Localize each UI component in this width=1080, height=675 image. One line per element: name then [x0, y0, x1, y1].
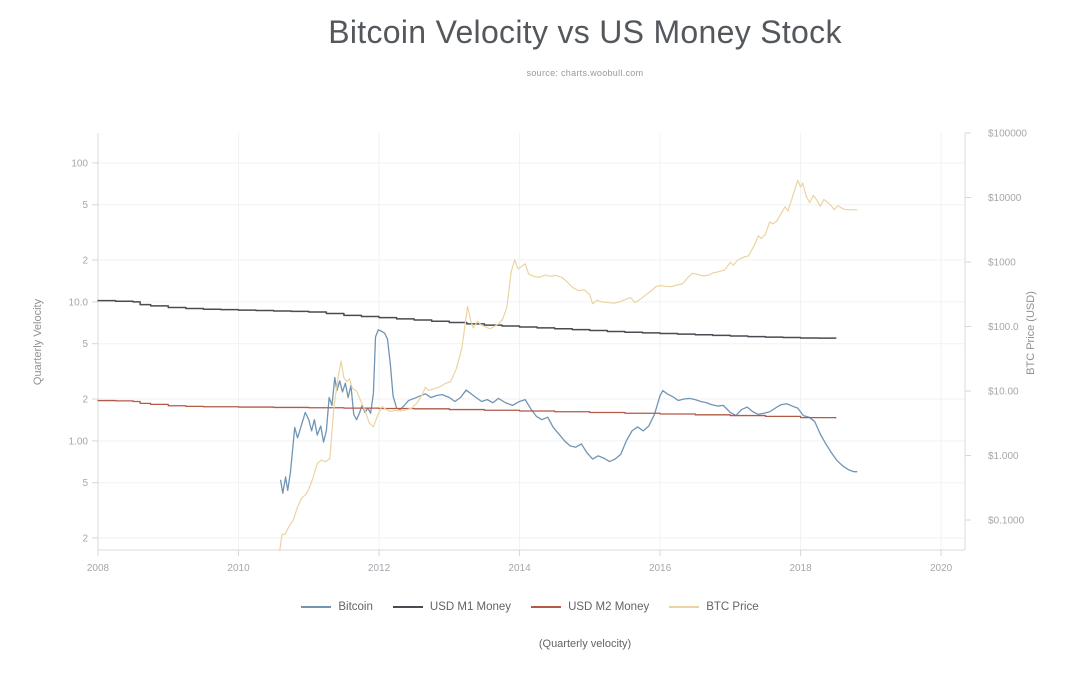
- legend-item-usd-m1[interactable]: USD M1 Money: [392, 601, 512, 613]
- series-line-btc-price: [279, 179, 858, 551]
- legend-swatch-btc-price: [669, 606, 700, 608]
- y-right-tick-label: $1.000: [988, 451, 1019, 462]
- x-tick-label: 2008: [87, 563, 110, 574]
- legend-item-bitcoin[interactable]: Bitcoin: [301, 601, 373, 613]
- series-line-bitcoin: [280, 329, 858, 494]
- y-left-tick-label: 5: [82, 339, 88, 350]
- x-tick-label: 2010: [227, 563, 250, 574]
- y-left-tick-label: 5: [82, 200, 88, 211]
- y-right-tick-label: $10.00: [988, 387, 1019, 398]
- x-tick-label: 2014: [508, 563, 531, 574]
- y-right-axis-title: BTC Price (USD): [1025, 291, 1037, 375]
- y-left-tick-label: 1.00: [69, 436, 89, 447]
- legend-item-usd-m2[interactable]: USD M2 Money: [531, 601, 649, 613]
- series-line-usd-m2: [97, 399, 837, 419]
- y-left-tick-label: 10.0: [69, 297, 89, 308]
- series-line-usd-m1: [97, 299, 837, 339]
- x-tick-label: 2016: [649, 563, 672, 574]
- legend-label: USD M2 Money: [568, 601, 650, 613]
- chart-subtitle: source: charts.woobull.com: [526, 68, 644, 78]
- y-right-tick-label: $10000: [988, 193, 1022, 204]
- x-tick-label: 2018: [789, 563, 812, 574]
- y-right-tick-label: $100.0: [988, 322, 1019, 333]
- chart-title: Bitcoin Velocity vs US Money Stock: [328, 14, 842, 50]
- legend-label: BTC Price: [706, 601, 759, 613]
- legend: Bitcoin USD M1 Money USD M2 Money BTC Pr…: [0, 601, 1060, 613]
- y-left-tick-label: 100: [71, 158, 88, 169]
- y-left-tick-label: 2: [82, 534, 88, 545]
- legend-item-btc-price[interactable]: BTC Price: [669, 601, 759, 613]
- legend-label: Bitcoin: [338, 601, 373, 613]
- y-left-tick-label: 2: [82, 395, 88, 406]
- y-left-tick-label: 5: [82, 478, 88, 489]
- x-tick-label: 2020: [930, 563, 953, 574]
- legend-swatch-usd-m2: [531, 606, 562, 608]
- legend-swatch-bitcoin: [301, 606, 332, 608]
- y-left-axis-title: Quarterly Velocity: [32, 298, 44, 386]
- y-right-tick-label: $100000: [988, 129, 1027, 140]
- y-right-tick-label: $1000: [988, 258, 1016, 269]
- x-tick-label: 2012: [368, 563, 391, 574]
- y-left-tick-label: 2: [82, 256, 88, 267]
- chart-caption: (Quarterly velocity): [538, 638, 632, 650]
- legend-swatch-usd-m1: [392, 606, 423, 608]
- legend-label: USD M1 Money: [429, 601, 512, 613]
- y-right-tick-label: $0.1000: [988, 516, 1025, 527]
